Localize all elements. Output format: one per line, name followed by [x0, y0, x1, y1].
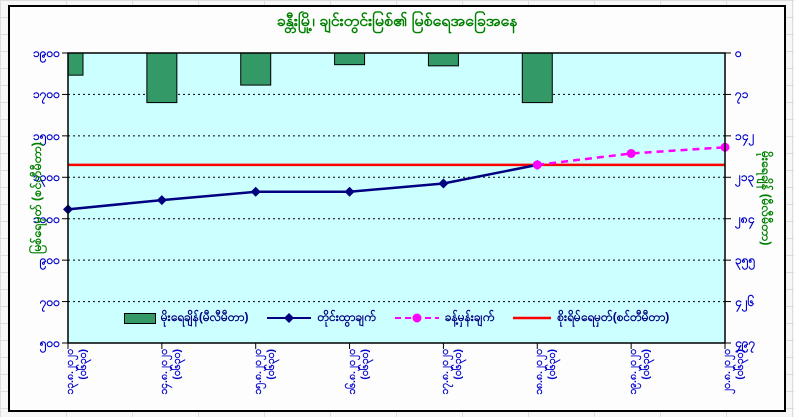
x-tick-date: ၁၈.၈.၂၀၂၀ [533, 349, 546, 395]
right-axis-tick-label: ၀ [735, 46, 742, 60]
left-axis-title: မြစ်ရေမှတ် (စင်တီမီတာ) [30, 142, 44, 254]
forecast-marker-circle [532, 160, 542, 170]
left-axis-tick-label: ၁၁၀၀ [33, 211, 60, 226]
x-axis-tick-label: ၁၇.၈.၂၀၂၀ (၀၆၃၀) [439, 349, 465, 413]
chart-title: ခန္တီးမြို့၊ ချင်းတွင်းမြစ်၏ မြစ်ရေအခြေအ… [276, 13, 518, 30]
left-axis-tick-label: ၁၇၀၀ [33, 87, 60, 102]
legend-label-measured: တိုင်းထွာချက် [317, 310, 376, 324]
legend-label-danger: စိုးရိမ်ရေမှတ်(စင်တီမီတာ) [557, 310, 670, 324]
x-tick-time: (၀၆၃၀) [640, 349, 653, 380]
x-tick-time: (၀၆၃၀) [452, 349, 465, 380]
legend-label-forecast: ခန့်မှန်းချက် [444, 310, 495, 324]
measured-marker-diamond [156, 195, 167, 206]
rainfall-bar [334, 52, 366, 66]
right-axis-tick-label: ၁၄၂ [735, 128, 755, 143]
left-axis-tick-label: ၁၅၀၀ [33, 128, 60, 143]
x-axis-tick-label: ၁၃.၈.၂၀၂၀ (၀၆၃၀) [64, 349, 90, 413]
x-tick-date: ၁၃.၈.၂၀၂၀ [64, 349, 76, 395]
left-axis-tick-label: ၅၀၀ [39, 336, 60, 350]
x-axis-tick-label: ၁၆.၈.၂၀၂၀ (၀၆၃၀) [346, 349, 372, 413]
forecast-line [537, 146, 726, 167]
x-axis-tick-label: ၂၀.၈.၂၀၂၀ (၀၆၃၀) [721, 349, 747, 413]
x-axis-tick-label: ၁၉.၈.၂၀၂၀ (၀၆၃၀) [627, 349, 653, 413]
danger-line-swatch-icon [513, 316, 552, 320]
measured-marker-diamond [250, 186, 261, 197]
right-axis-tick-label: ၂၁၃ [735, 170, 755, 185]
x-tick-time: (၀၆၃၀) [734, 349, 746, 380]
measured-marker-diamond [438, 178, 449, 189]
x-tick-date: ၁၇.၈.၂၀၂၀ [439, 349, 452, 395]
right-axis-title: မိုးရေချိန် (မီလီမီတာ) [759, 150, 773, 246]
measured-marker-diamond [344, 186, 355, 197]
right-axis-tick-label: ၃၅၅ [735, 253, 756, 268]
measured-line-swatch-icon [267, 313, 312, 323]
legend-label-rainfall: မိုးရေချိန်(မီလီမီတာ) [160, 310, 249, 324]
x-tick-time: (၀၆၃၀) [77, 349, 89, 380]
x-tick-time: (၀၆၃၀) [546, 349, 559, 380]
x-tick-time: (၀၆၃၀) [170, 349, 183, 380]
rainfall-bar [427, 52, 459, 67]
legend-item-forecast: ခန့်မှန်းချက် [394, 309, 494, 327]
x-axis-tick-label: ၁၅.၈.၂၀၂၀ (၀၆၃၀) [252, 349, 278, 413]
right-axis-tick-label: ၂၈၄ [735, 211, 755, 226]
x-tick-time: (၀၆၃၀) [358, 349, 371, 380]
x-tick-date: ၁၉.၈.၂၀၂၀ [627, 349, 640, 395]
rainfall-bar-swatch-icon [123, 312, 156, 324]
forecast-line-swatch-icon [394, 313, 439, 323]
rainfall-bar [67, 52, 84, 76]
left-axis-tick-label: ၁၃၀၀ [33, 170, 60, 185]
rainfall-bar [521, 52, 553, 104]
left-axis-tick-label: ၁၉၀၀ [33, 46, 60, 60]
x-axis-tick-label: ၁၄.၈.၂၀၂၀ (၀၆၃၀) [158, 349, 184, 413]
x-tick-date: ၂၀.၈.၂၀၂၀ [721, 349, 733, 395]
x-tick-date: ၁၅.၈.၂၀၂၀ [251, 349, 264, 395]
rainfall-bar [240, 52, 272, 86]
right-axis-tick-label: ၄၉၇ [735, 336, 756, 350]
measured-line [67, 163, 538, 211]
right-axis-tick-label: ၄၂၆ [735, 294, 755, 309]
forecast-marker-circle [626, 148, 636, 158]
x-axis-tick-label: ၁၈.၈.၂၀၂၀ (၀၆၃၀) [533, 349, 559, 413]
left-axis-tick-label: ၇၀၀ [39, 294, 60, 309]
legend-item-measured: တိုင်းထွာချက် [266, 309, 376, 327]
x-tick-date: ၁၆.၈.၂၀၂၀ [345, 349, 358, 395]
x-tick-date: ၁၄.၈.၂၀၂၀ [157, 349, 170, 395]
rainfall-bar [146, 52, 178, 104]
plot-border [67, 52, 726, 344]
x-tick-time: (၀၆၃၀) [264, 349, 277, 380]
left-axis-tick-label: ၉၀၀ [39, 253, 60, 268]
legend-item-rainfall: မိုးရေချိန်(မီလီမီတာ) [123, 309, 249, 327]
legend-item-danger: စိုးရိမ်ရေမှတ်(စင်တီမီတာ) [512, 309, 669, 327]
right-axis-tick-label: ၇၁ [735, 87, 749, 102]
chart-legend: မိုးရေချိန်(မီလီမီတာ) တိုင်းထွာချက် ခန့်… [68, 307, 725, 329]
